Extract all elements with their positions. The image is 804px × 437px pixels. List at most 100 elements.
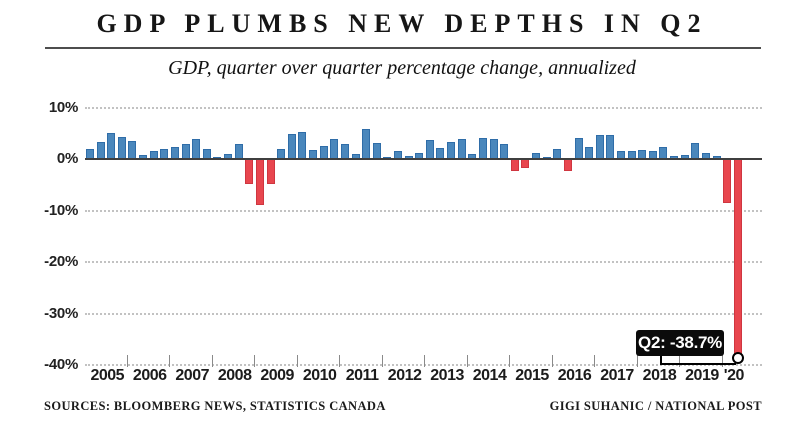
x-axis-year-20: '20 — [723, 367, 745, 384]
x-axis-year-2007: 2007 — [175, 367, 209, 384]
y-axis-label--30: -30% — [44, 304, 78, 322]
annotation-connector-line — [660, 356, 736, 365]
bar-2019-q4 — [712, 156, 721, 159]
chart-subtitle: GDP, quarter over quarter percentage cha… — [168, 57, 636, 79]
bar-2008-q3 — [234, 143, 243, 159]
bar-2006-q3 — [149, 151, 158, 159]
bar-2014-q1 — [468, 153, 477, 159]
bar-2011-q1 — [340, 143, 349, 159]
bar-2018-q4 — [670, 156, 679, 159]
bar-2014-q2 — [478, 138, 487, 159]
x-axis-year-2013: 2013 — [430, 367, 464, 384]
x-axis-year-2016: 2016 — [557, 367, 592, 384]
bar-2019-q3 — [701, 152, 710, 159]
bar-2015-q4 — [542, 156, 551, 159]
bar-2019-q1 — [680, 155, 689, 159]
bar-2010-q3 — [319, 145, 328, 159]
gridline--30 — [85, 312, 762, 315]
bar-2017-q1 — [595, 135, 604, 159]
y-axis-label--20: -20% — [44, 253, 78, 270]
bar-2011-q4 — [372, 143, 381, 159]
x-axis-tick — [424, 355, 426, 367]
bar-2017-q4 — [627, 151, 636, 159]
x-axis-year-2015: 2015 — [515, 367, 549, 384]
bar-2014-q4 — [500, 143, 509, 159]
x-axis-tick — [721, 355, 723, 367]
bar-2008-q4 — [245, 160, 254, 184]
bar-2018-q1 — [638, 149, 647, 159]
bar-2013-q4 — [457, 138, 466, 159]
bar-2011-q3 — [362, 129, 371, 159]
x-axis-year-2010: 2010 — [302, 367, 337, 384]
bar-2007-q1 — [170, 146, 179, 159]
x-axis-tick — [126, 355, 128, 367]
bar-2015-q2 — [521, 160, 530, 168]
bar-2009-q3 — [277, 149, 286, 159]
y-axis-label-10: 10% — [48, 98, 78, 116]
title-divider — [45, 47, 761, 49]
bar-2012-q4 — [415, 152, 424, 159]
x-axis-tick — [679, 355, 681, 367]
x-axis-tick — [594, 355, 596, 367]
bar-2017-q2 — [606, 134, 615, 159]
x-axis-tick — [211, 355, 213, 367]
y-axis-label-0: 0% — [56, 150, 78, 167]
x-axis-year-2019: 2019 — [685, 367, 719, 384]
bar-2006-q4 — [160, 149, 169, 159]
gridline--40 — [85, 364, 762, 366]
author-credit: GIGI SUHANIC / NATIONAL POST — [549, 399, 762, 413]
annotation-circle-marker — [732, 352, 744, 364]
bar-2010-q2 — [309, 149, 318, 159]
gridline--20 — [85, 261, 762, 263]
bar-2018-q3 — [659, 147, 668, 159]
x-axis-year-2005: 2005 — [90, 367, 125, 384]
bar-2013-q3 — [447, 142, 456, 159]
bar-2005-q2 — [96, 142, 105, 159]
bar-2009-q2 — [266, 160, 275, 184]
bar-2007-q4 — [202, 149, 211, 159]
x-axis-year-2008: 2008 — [217, 367, 252, 384]
source-credit: SOURCES: BLOOMBERG NEWS, STATISTICS CANA… — [44, 399, 386, 413]
annotation-callout: Q2: -38.7% — [636, 330, 724, 356]
x-axis-year-2017: 2017 — [600, 367, 634, 384]
chart-title: GDP PLUMBS NEW DEPTHS IN Q2 — [96, 9, 708, 38]
bar-2019-q2 — [691, 142, 700, 159]
x-axis-tick — [339, 355, 341, 367]
bar-2013-q2 — [436, 147, 445, 159]
bar-2014-q3 — [489, 138, 498, 159]
x-axis-year-2012: 2012 — [387, 367, 422, 384]
bar-2015-q1 — [510, 160, 519, 171]
x-axis-tick — [381, 355, 383, 367]
bar-2008-q2 — [224, 153, 233, 159]
zero-axis-line — [85, 158, 762, 160]
bar-2005-q1 — [86, 148, 94, 159]
bar-2007-q2 — [181, 144, 190, 159]
x-axis-tick — [466, 355, 468, 367]
x-axis-year-2009: 2009 — [260, 367, 294, 384]
bar-2005-q3 — [107, 132, 116, 159]
gridline-10 — [85, 106, 762, 109]
bar-2009-q1 — [255, 160, 264, 205]
bar-2016-q4 — [585, 147, 594, 159]
bar-2011-q2 — [351, 154, 360, 159]
x-axis-year-2014: 2014 — [472, 367, 507, 384]
x-axis-tick — [551, 355, 553, 367]
bar-2006-q1 — [128, 141, 137, 159]
bar-2015-q3 — [532, 152, 541, 159]
bar-2012-q2 — [393, 151, 402, 159]
bar-2010-q4 — [330, 138, 339, 159]
bar-2016-q1 — [553, 148, 562, 159]
bar-2012-q1 — [383, 156, 392, 159]
x-axis-tick — [509, 355, 511, 367]
bar-2017-q3 — [617, 151, 625, 159]
bar-2016-q2 — [563, 160, 572, 172]
bar-2007-q3 — [192, 139, 201, 159]
bar-2008-q1 — [213, 156, 222, 159]
bar-2009-q4 — [287, 133, 296, 159]
x-axis-tick — [169, 355, 171, 367]
bar-2012-q3 — [404, 155, 413, 159]
x-axis-year-2011: 2011 — [345, 367, 379, 384]
x-axis-year-2018: 2018 — [642, 367, 677, 384]
bar-2013-q1 — [425, 140, 434, 159]
